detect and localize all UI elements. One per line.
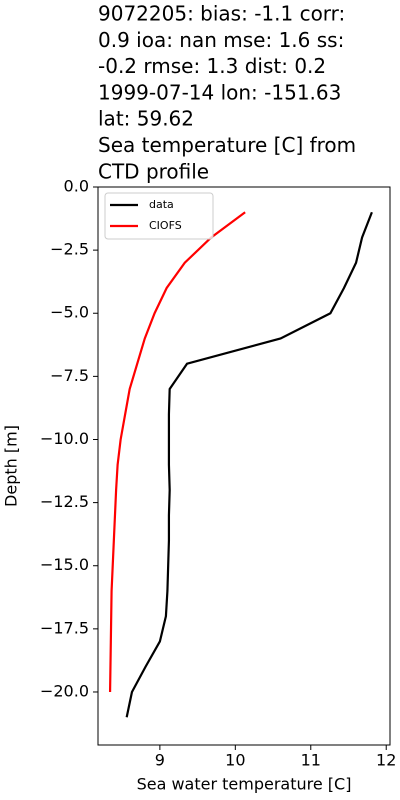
chart-title: 9072205: bias: -1.1 corr: [98, 2, 345, 26]
data-line [108, 211, 246, 692]
plot-frame [97, 186, 391, 746]
y-tick-label: −17.5 [40, 618, 89, 637]
y-tick-label: 0.0 [64, 177, 89, 196]
y-tick-label: −7.5 [50, 366, 89, 385]
y-tick-label: −10.0 [40, 429, 89, 448]
x-tick-label: 10 [225, 751, 245, 770]
chart-title: lat: 59.62 [98, 107, 194, 131]
y-tick-label: −2.5 [50, 240, 89, 259]
legend-label: CIOFS [149, 219, 182, 232]
y-axis-label: Depth [m] [2, 425, 21, 507]
y-tick-label: −12.5 [40, 492, 89, 511]
y-tick-label: −5.0 [50, 303, 89, 322]
chart-title: 0.9 ioa: nan mse: 1.6 ss: [98, 28, 344, 52]
legend-label: data [149, 198, 174, 211]
data-line [125, 211, 373, 718]
y-tick-label: −20.0 [40, 681, 89, 700]
x-tick-label: 12 [376, 751, 396, 770]
x-tick-label: 11 [301, 751, 321, 770]
chart-title: -0.2 rmse: 1.3 dist: 0.2 [98, 54, 326, 78]
chart-title: Sea temperature [C] from [98, 133, 356, 157]
x-axis-label: Sea water temperature [C] [137, 775, 352, 794]
chart-title: 1999-07-14 lon: -151.63 [98, 80, 341, 104]
chart-title: CTD profile [98, 159, 209, 183]
y-tick-label: −15.0 [40, 555, 89, 574]
x-tick-label: 9 [155, 751, 165, 770]
